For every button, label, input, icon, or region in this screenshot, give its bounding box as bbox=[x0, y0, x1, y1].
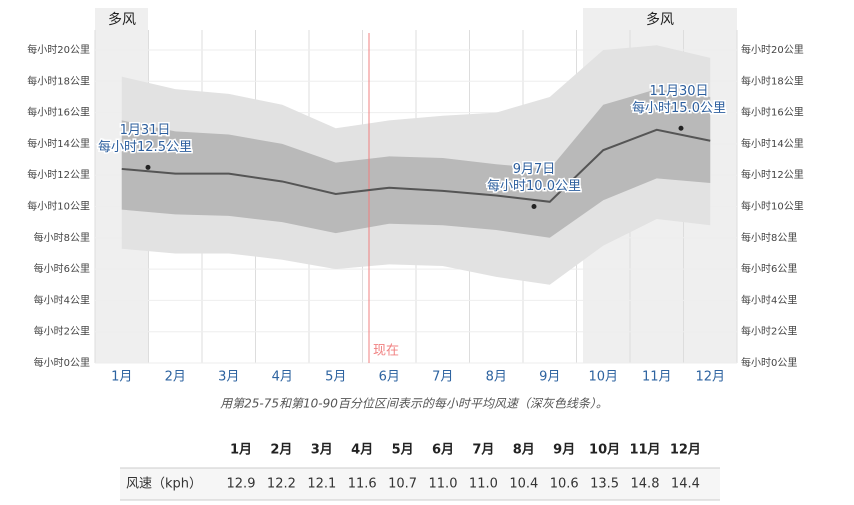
table-cell: 10.7 bbox=[388, 477, 417, 492]
table-header: 9月 bbox=[553, 443, 575, 458]
table-header: 10月 bbox=[589, 443, 620, 458]
x-tick-label: 1月 bbox=[111, 370, 132, 385]
y-tick-label: 每小时18公里 bbox=[27, 74, 90, 87]
y-tick-label: 每小时8公里 bbox=[34, 231, 90, 244]
annotation-date: 11月30日 bbox=[649, 84, 708, 99]
table-cell: 14.8 bbox=[631, 477, 660, 492]
annotation-date: 9月7日 bbox=[513, 162, 556, 177]
table-header: 5月 bbox=[392, 443, 414, 458]
windy-label: 多风 bbox=[646, 11, 674, 28]
x-tick-label: 7月 bbox=[432, 370, 453, 385]
y2-tick-label: 每小时18公里 bbox=[741, 74, 804, 87]
table-cell: 12.1 bbox=[307, 477, 336, 492]
table-header: 1月 bbox=[230, 443, 252, 458]
x-tick-label: 4月 bbox=[272, 370, 293, 385]
annotation-point bbox=[531, 204, 537, 209]
y2-tick-label: 每小时8公里 bbox=[741, 231, 797, 244]
table-header: 12月 bbox=[670, 443, 701, 458]
y2-tick-label: 每小时20公里 bbox=[741, 43, 804, 56]
y-tick-label: 每小时14公里 bbox=[27, 137, 90, 150]
table-header: 6月 bbox=[432, 443, 454, 458]
y2-tick-label: 每小时14公里 bbox=[741, 137, 804, 150]
y2-tick-label: 每小时4公里 bbox=[741, 293, 797, 306]
annotation-label: 每小时15.0公里 bbox=[632, 100, 726, 116]
y2-tick-label: 每小时10公里 bbox=[741, 200, 804, 213]
table-header: 11月 bbox=[629, 443, 660, 458]
table-cell: 11.6 bbox=[348, 477, 377, 492]
annotation-point bbox=[678, 125, 684, 131]
table-cell: 13.5 bbox=[590, 477, 619, 492]
y2-tick-label: 每小时16公里 bbox=[741, 106, 804, 119]
x-tick-label: 6月 bbox=[379, 370, 400, 385]
table-cell: 12.9 bbox=[227, 477, 256, 492]
annotation-label: 每小时12.5公里 bbox=[98, 139, 192, 155]
y-tick-label: 每小时0公里 bbox=[34, 356, 90, 369]
y2-tick-label: 每小时6公里 bbox=[741, 262, 797, 275]
table-cell: 10.4 bbox=[509, 477, 538, 492]
y2-tick-label: 每小时2公里 bbox=[741, 325, 797, 338]
table-cell: 11.0 bbox=[429, 477, 458, 492]
table-header: 7月 bbox=[472, 443, 494, 458]
table-cell: 14.4 bbox=[671, 477, 700, 492]
y-tick-label: 每小时20公里 bbox=[27, 43, 90, 56]
caption: 用第25-75和第10-90百分位区间表示的每小时平均风速（深灰色线条）。 bbox=[220, 397, 608, 411]
table-cell: 10.6 bbox=[550, 477, 579, 492]
annotation-label: 每小时10.0公里 bbox=[487, 178, 581, 194]
table-cell: 11.0 bbox=[469, 477, 498, 492]
y-tick-label: 每小时4公里 bbox=[34, 293, 90, 306]
x-tick-label: 12月 bbox=[695, 370, 725, 385]
x-tick-label: 11月 bbox=[642, 370, 672, 385]
percentile-band bbox=[121, 89, 711, 238]
x-tick-label: 9月 bbox=[539, 370, 560, 385]
y-tick-label: 每小时12公里 bbox=[27, 168, 90, 181]
table-cell: 12.2 bbox=[267, 477, 296, 492]
y2-tick-label: 每小时12公里 bbox=[741, 168, 804, 181]
x-tick-label: 5月 bbox=[325, 370, 346, 385]
table-header: 2月 bbox=[270, 443, 292, 458]
y2-tick-label: 每小时0公里 bbox=[741, 356, 797, 369]
y-tick-label: 每小时16公里 bbox=[27, 106, 90, 119]
table-row-label: 风速（kph） bbox=[126, 477, 202, 492]
x-tick-label: 3月 bbox=[218, 370, 239, 385]
now-label: 现在 bbox=[373, 344, 399, 359]
table-header: 8月 bbox=[513, 443, 535, 458]
y-tick-label: 每小时2公里 bbox=[34, 325, 90, 338]
x-tick-label: 10月 bbox=[588, 370, 618, 385]
annotation-date: 1月31日 bbox=[120, 123, 171, 138]
median-line bbox=[121, 128, 711, 203]
y-tick-label: 每小时6公里 bbox=[34, 262, 90, 275]
x-tick-label: 2月 bbox=[165, 370, 186, 385]
windy-label: 多风 bbox=[108, 11, 136, 28]
x-tick-label: 8月 bbox=[486, 370, 507, 385]
annotation-point bbox=[145, 164, 151, 170]
table-header: 3月 bbox=[311, 443, 333, 458]
table-header: 4月 bbox=[351, 443, 373, 458]
y-tick-label: 每小时10公里 bbox=[27, 200, 90, 213]
table-row-bg bbox=[120, 468, 720, 500]
